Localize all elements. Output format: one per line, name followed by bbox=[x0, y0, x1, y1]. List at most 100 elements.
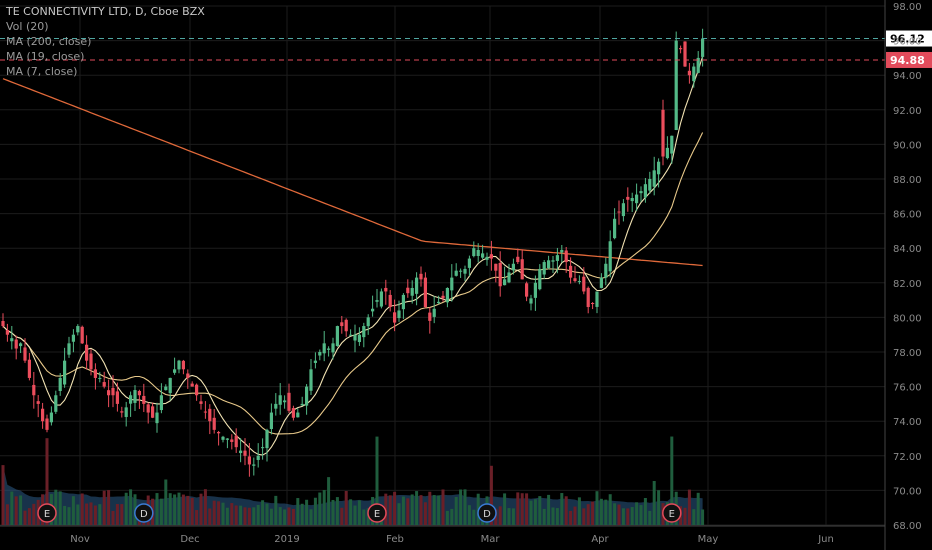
volume-bar bbox=[239, 505, 243, 525]
dividend-marker[interactable]: D bbox=[477, 503, 497, 523]
candle-body bbox=[309, 369, 313, 391]
candle-body bbox=[212, 417, 216, 430]
dividend-marker[interactable]: D bbox=[134, 503, 154, 523]
candle-body bbox=[564, 250, 568, 263]
price-label-box bbox=[886, 51, 932, 68]
candle-body bbox=[463, 268, 467, 274]
volume-bar bbox=[278, 507, 282, 525]
volume-bar bbox=[388, 495, 392, 525]
candle-body bbox=[234, 435, 238, 448]
candle-body bbox=[582, 276, 586, 292]
candle-body bbox=[278, 395, 282, 405]
volume-bar bbox=[63, 505, 67, 525]
candle-body bbox=[159, 395, 163, 411]
candles bbox=[1, 28, 705, 477]
candle-body bbox=[327, 348, 331, 350]
volume-bar bbox=[569, 510, 573, 525]
candle-body bbox=[353, 334, 357, 341]
y-tick-label: 80.00 bbox=[893, 313, 922, 324]
candle-body bbox=[230, 439, 234, 442]
volume-bar bbox=[595, 491, 599, 525]
volume-bar bbox=[599, 498, 603, 525]
candle-body bbox=[472, 248, 476, 257]
candle-body bbox=[305, 386, 309, 406]
earnings-marker[interactable]: E bbox=[367, 503, 387, 523]
earnings-marker[interactable]: E bbox=[37, 503, 57, 523]
volume-bar bbox=[340, 507, 344, 525]
volume-bar bbox=[701, 509, 705, 525]
candle-body bbox=[599, 277, 603, 288]
volume-bar bbox=[124, 492, 128, 525]
candle-body bbox=[384, 287, 388, 292]
volume-bar bbox=[445, 510, 449, 525]
marker-label: E bbox=[669, 509, 675, 520]
candle-body bbox=[287, 392, 291, 411]
volume-bar bbox=[393, 491, 397, 525]
candle-body bbox=[701, 38, 705, 57]
candle-body bbox=[366, 317, 370, 327]
candle-body bbox=[608, 241, 612, 272]
x-tick-label: 2019 bbox=[274, 534, 299, 545]
candle-body bbox=[283, 400, 287, 403]
volume-bar bbox=[300, 503, 304, 525]
volume-bar bbox=[322, 490, 326, 525]
volume-bar bbox=[643, 497, 647, 525]
volume-bar bbox=[639, 505, 643, 525]
marker-label: E bbox=[44, 509, 50, 520]
volume-bar bbox=[98, 504, 102, 525]
candle-body bbox=[41, 408, 45, 422]
candle-body bbox=[318, 352, 322, 356]
volume-bar bbox=[617, 504, 621, 525]
volume-bar bbox=[221, 502, 225, 525]
volume-bar bbox=[463, 489, 467, 525]
x-tick-label: Apr bbox=[591, 534, 609, 545]
candle-body bbox=[428, 312, 432, 321]
candle-body bbox=[657, 161, 661, 175]
candle-body bbox=[529, 298, 533, 304]
y-tick-label: 70.00 bbox=[893, 486, 922, 497]
ma7-line bbox=[2, 56, 704, 456]
candle-body bbox=[155, 412, 159, 424]
volume-bar bbox=[498, 506, 502, 525]
candle-body bbox=[54, 395, 58, 412]
candle-body bbox=[591, 303, 595, 305]
volume-bar bbox=[80, 493, 84, 525]
candle-body bbox=[445, 287, 449, 303]
candle-body bbox=[102, 382, 106, 387]
volume-bar bbox=[247, 507, 251, 525]
candle-body bbox=[555, 255, 559, 261]
volume-bar bbox=[683, 507, 687, 525]
volume-bar bbox=[331, 499, 335, 525]
price-label-box bbox=[886, 30, 932, 47]
volume-bar bbox=[525, 493, 529, 525]
marker-label: E bbox=[374, 509, 380, 520]
volume-bar bbox=[291, 508, 295, 525]
candle-body bbox=[511, 263, 515, 271]
volume-bar bbox=[621, 508, 625, 525]
candle-body bbox=[27, 359, 31, 378]
candle-body bbox=[19, 343, 23, 347]
candle-body bbox=[36, 401, 40, 404]
volume-bar bbox=[14, 496, 18, 525]
candle-body bbox=[674, 40, 678, 131]
volume-bar bbox=[687, 489, 691, 525]
x-axis: Nov Dec 2019 Feb Mar Apr May Jun bbox=[0, 525, 885, 545]
candle-body bbox=[551, 260, 555, 262]
volume-bar bbox=[76, 504, 80, 525]
candle-body bbox=[661, 109, 665, 157]
volume-bar bbox=[582, 508, 586, 525]
volume-bar bbox=[415, 491, 419, 525]
candle-body bbox=[274, 403, 278, 409]
earnings-marker[interactable]: E bbox=[662, 503, 682, 523]
volume-bar bbox=[696, 492, 700, 525]
candle-body bbox=[177, 360, 181, 370]
volume-bar bbox=[261, 500, 265, 525]
volume-layer bbox=[1, 436, 705, 525]
volume-bar bbox=[208, 508, 212, 525]
x-tick-label: Jun bbox=[817, 534, 834, 545]
candle-body bbox=[221, 436, 225, 440]
volume-bar bbox=[23, 510, 27, 525]
candle-body bbox=[331, 343, 335, 353]
candle-body bbox=[173, 369, 177, 373]
